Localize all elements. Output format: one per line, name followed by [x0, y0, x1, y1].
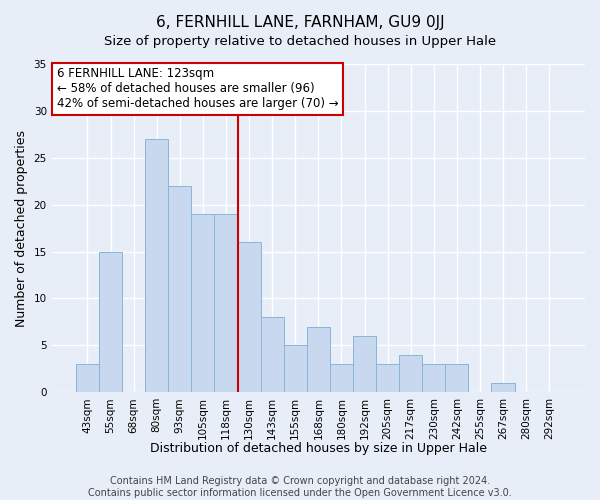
- Bar: [399, 354, 422, 392]
- Bar: [260, 317, 284, 392]
- Bar: [376, 364, 399, 392]
- Text: Size of property relative to detached houses in Upper Hale: Size of property relative to detached ho…: [104, 35, 496, 48]
- Bar: [491, 383, 515, 392]
- Bar: [168, 186, 191, 392]
- Bar: [284, 346, 307, 392]
- Bar: [99, 252, 122, 392]
- X-axis label: Distribution of detached houses by size in Upper Hale: Distribution of detached houses by size …: [150, 442, 487, 455]
- Bar: [422, 364, 445, 392]
- Bar: [353, 336, 376, 392]
- Y-axis label: Number of detached properties: Number of detached properties: [15, 130, 28, 326]
- Text: 6 FERNHILL LANE: 123sqm
← 58% of detached houses are smaller (96)
42% of semi-de: 6 FERNHILL LANE: 123sqm ← 58% of detache…: [57, 68, 338, 110]
- Text: Contains HM Land Registry data © Crown copyright and database right 2024.
Contai: Contains HM Land Registry data © Crown c…: [88, 476, 512, 498]
- Bar: [145, 139, 168, 392]
- Bar: [445, 364, 469, 392]
- Text: 6, FERNHILL LANE, FARNHAM, GU9 0JJ: 6, FERNHILL LANE, FARNHAM, GU9 0JJ: [155, 15, 445, 30]
- Bar: [76, 364, 99, 392]
- Bar: [214, 214, 238, 392]
- Bar: [191, 214, 214, 392]
- Bar: [307, 326, 330, 392]
- Bar: [238, 242, 260, 392]
- Bar: [330, 364, 353, 392]
